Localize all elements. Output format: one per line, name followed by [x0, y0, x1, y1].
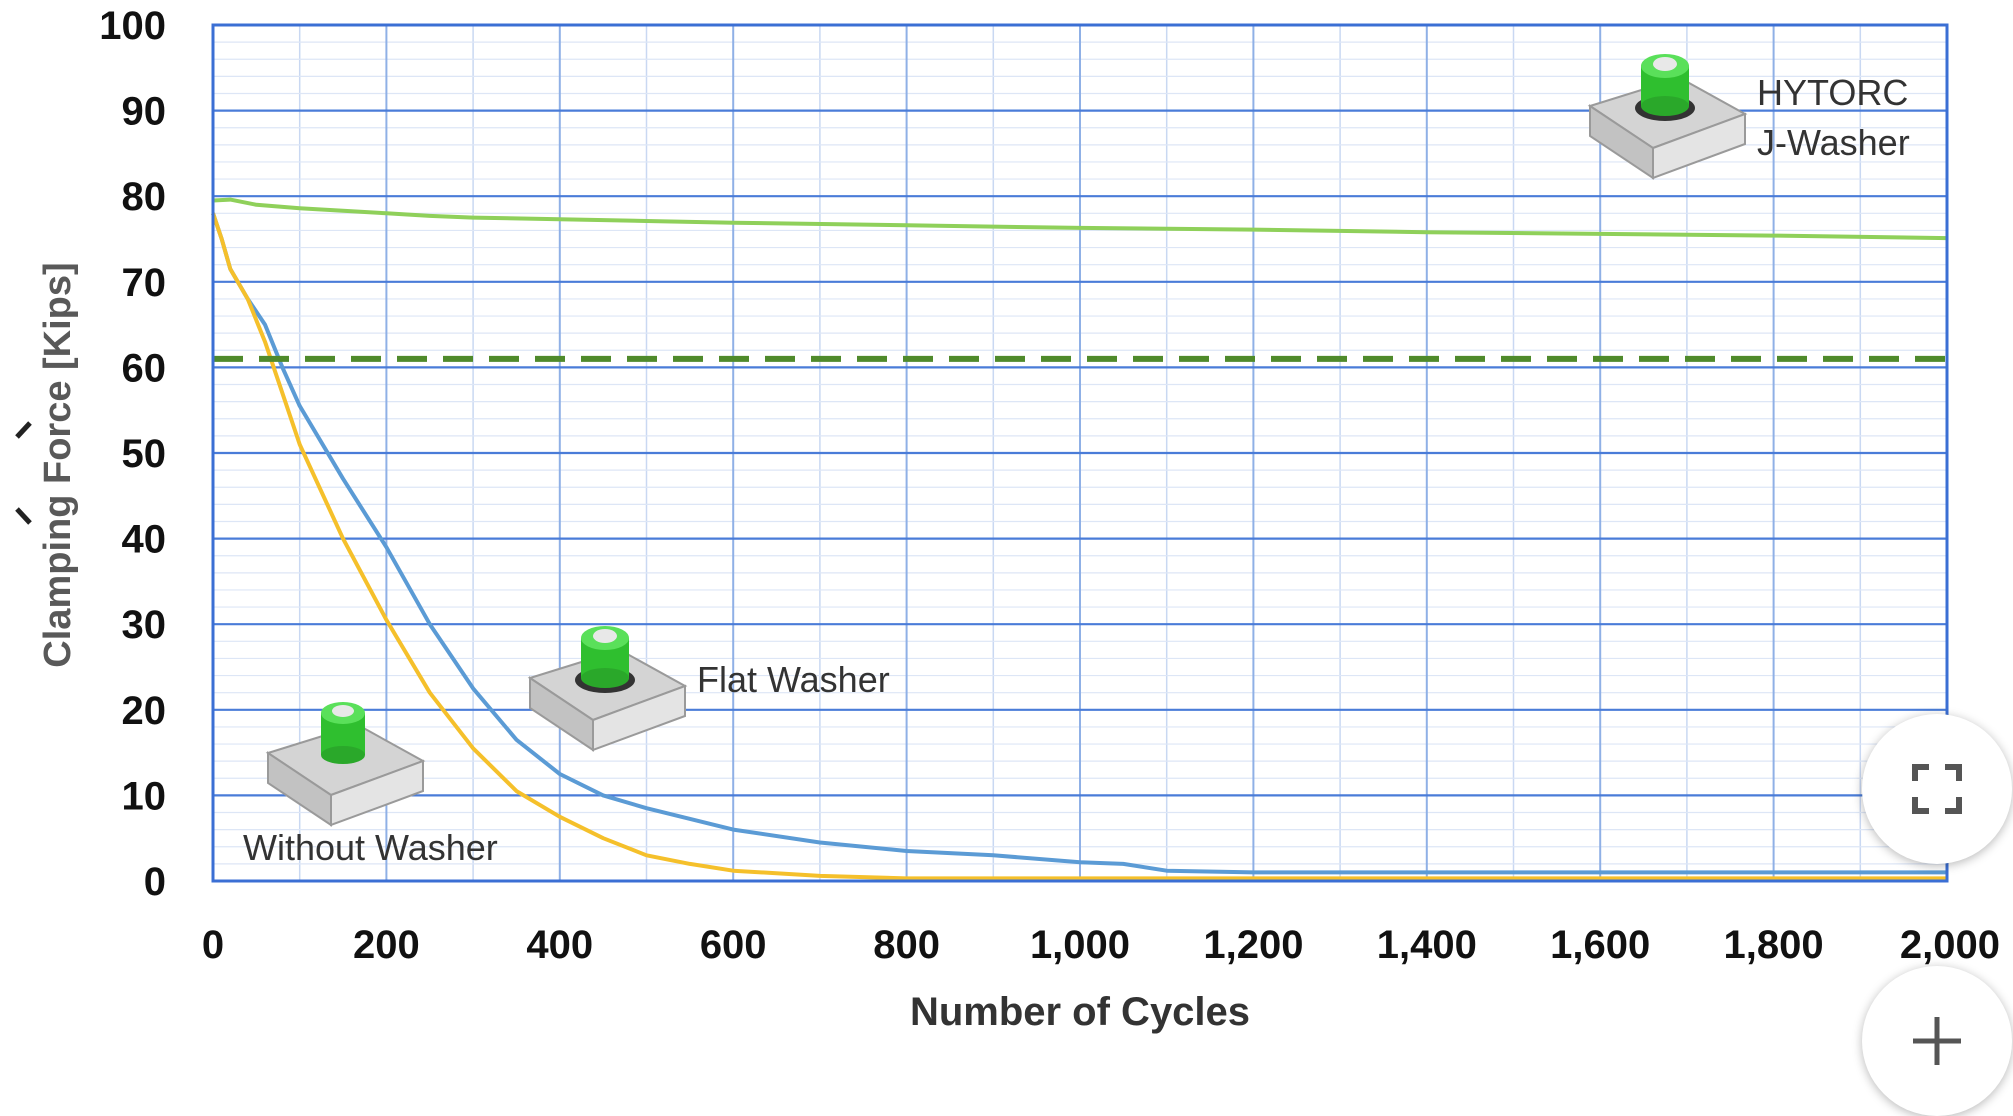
y-tick-label: 50: [122, 432, 167, 476]
expand-icon: [1912, 764, 1962, 814]
y-tick-label: 60: [122, 346, 167, 390]
add-button[interactable]: [1862, 966, 2012, 1116]
bolt-on-block-icon: [265, 702, 426, 827]
chart: 0 10 20 30 40 50 60 70 80 90 100 0 200 400 600 800 1,00…: [15, 4, 2000, 1034]
stray-mark: [15, 421, 32, 439]
expand-button[interactable]: [1862, 714, 2012, 864]
x-tick-label: 400: [526, 923, 593, 967]
annotation-flat-washer: Flat Washer: [697, 659, 890, 700]
x-tick-label: 600: [700, 923, 767, 967]
y-axis-title: Clamping Force [Kips]: [37, 262, 79, 667]
x-tick-label: 1,000: [1030, 923, 1130, 967]
y-tick-label: 40: [122, 518, 167, 562]
series-line-1: [211, 212, 1947, 875]
y-tick-labels: 0 10 20 30 40 50 60 70 80 90 100: [99, 4, 166, 904]
series-line-2: [211, 212, 1947, 881]
bolt-on-block-icon: [1587, 54, 1748, 180]
stray-mark: [15, 507, 32, 525]
series-line-0: [212, 197, 1948, 241]
y-tick-label: 20: [122, 689, 167, 733]
y-tick-label: 30: [122, 603, 167, 647]
y-tick-label: 0: [144, 860, 166, 904]
x-tick-label: 200: [353, 923, 420, 967]
bolt-on-block-icon: [527, 626, 688, 752]
x-axis-title: Number of Cycles: [910, 990, 1250, 1034]
x-tick-label: 1,800: [1724, 923, 1824, 967]
x-tick-label: 1,400: [1377, 923, 1477, 967]
y-tick-label: 90: [122, 90, 167, 134]
series-layer: [211, 197, 1948, 881]
y-tick-label: 70: [122, 261, 167, 305]
annotation-j-washer: J-Washer: [1757, 122, 1910, 163]
y-tick-label: 100: [99, 4, 166, 48]
annotation-without-washer: Without Washer: [243, 827, 498, 868]
x-tick-label: 800: [873, 923, 940, 967]
x-tick-labels: 0 200 400 600 800 1,000 1,200 1,400 1,600 1,800 2,…: [202, 923, 2000, 967]
x-tick-label: 1,200: [1203, 923, 1303, 967]
x-tick-label: 2,000: [1900, 923, 2000, 967]
plus-icon: [1913, 1017, 1961, 1065]
y-tick-label: 80: [122, 175, 167, 219]
annotation-hytorc: HYTORC: [1757, 72, 1908, 113]
plot-frame: [211, 23, 1949, 883]
x-tick-label: 1,600: [1550, 923, 1650, 967]
x-tick-label: 0: [202, 923, 224, 967]
y-tick-label: 10: [122, 774, 167, 818]
